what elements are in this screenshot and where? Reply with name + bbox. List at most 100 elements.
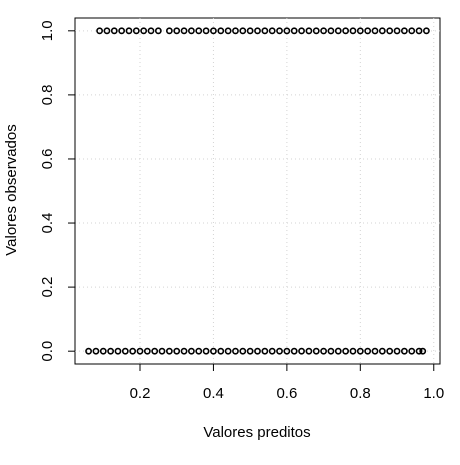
y-tick-label: 0.8 — [39, 84, 56, 105]
data-point — [334, 27, 342, 35]
data-point — [165, 27, 173, 35]
data-point — [349, 347, 357, 355]
data-point — [342, 27, 350, 35]
data-point — [268, 347, 276, 355]
data-point — [246, 347, 254, 355]
data-point — [165, 347, 173, 355]
data-point — [254, 27, 261, 35]
data-point — [312, 347, 320, 355]
data-point — [283, 27, 291, 35]
data-point — [151, 347, 159, 355]
data-point — [239, 27, 247, 35]
data-point — [195, 347, 203, 355]
data-point — [393, 347, 401, 355]
data-point — [202, 27, 210, 35]
data-point — [290, 27, 298, 35]
data-point — [276, 27, 283, 35]
data-point — [320, 27, 327, 35]
data-point — [239, 347, 247, 355]
data-point — [276, 347, 283, 355]
data-point — [136, 347, 144, 355]
data-point — [217, 347, 225, 355]
data-point — [121, 347, 129, 355]
data-point — [419, 347, 427, 355]
data-point — [103, 27, 111, 35]
data-point — [371, 347, 379, 355]
x-tick-label: 0.4 — [203, 385, 224, 402]
data-point — [378, 27, 386, 35]
data-point — [92, 347, 100, 355]
data-point — [107, 347, 115, 355]
data-point — [320, 347, 327, 355]
data-point — [158, 347, 166, 355]
y-tick-label: 0.0 — [39, 341, 56, 362]
data-point — [110, 27, 118, 35]
data-point — [386, 347, 394, 355]
data-point — [312, 27, 320, 35]
y-tick-label: 1.0 — [39, 20, 56, 41]
data-point — [400, 27, 408, 35]
data-point — [195, 27, 203, 35]
y-tick-label: 0.4 — [39, 213, 56, 234]
data-point — [305, 27, 313, 35]
data-point — [364, 347, 372, 355]
data-point — [378, 347, 386, 355]
data-point — [349, 27, 357, 35]
data-point — [364, 27, 372, 35]
data-point — [114, 347, 122, 355]
data-point — [99, 347, 107, 355]
data-point — [140, 27, 148, 35]
data-point — [334, 347, 342, 355]
data-point — [188, 27, 195, 35]
data-point — [180, 27, 188, 35]
data-point — [188, 347, 195, 355]
data-point — [400, 347, 408, 355]
data-point — [356, 27, 364, 35]
x-tick-label: 0.8 — [350, 385, 371, 402]
data-point — [268, 27, 276, 35]
data-point — [408, 27, 416, 35]
data-point — [232, 27, 239, 35]
data-point — [154, 27, 162, 35]
x-tick-label: 0.2 — [130, 385, 151, 402]
data-point — [327, 347, 335, 355]
data-point — [224, 347, 232, 355]
data-point — [143, 347, 151, 355]
data-point — [386, 27, 394, 35]
data-point — [202, 347, 210, 355]
x-tick-label: 1.0 — [423, 385, 444, 402]
data-point — [85, 347, 92, 355]
data-point — [129, 347, 137, 355]
data-point — [290, 347, 298, 355]
data-point — [371, 27, 379, 35]
data-point — [298, 27, 305, 35]
data-point — [261, 347, 269, 355]
plot-frame — [74, 17, 441, 365]
data-point — [125, 27, 133, 35]
data-point — [283, 347, 291, 355]
data-point — [423, 27, 430, 35]
data-point — [147, 27, 155, 35]
data-point — [415, 27, 423, 35]
y-axis-title: Valores observados — [3, 124, 20, 255]
data-point — [173, 347, 181, 355]
data-point — [132, 27, 140, 35]
data-point — [393, 27, 401, 35]
data-point — [298, 347, 305, 355]
data-point — [217, 27, 225, 35]
data-point — [118, 27, 126, 35]
data-point — [180, 347, 188, 355]
data-point — [408, 347, 416, 355]
data-point — [254, 347, 261, 355]
data-point — [224, 27, 232, 35]
data-point — [327, 27, 335, 35]
data-point — [173, 27, 181, 35]
data-point — [415, 347, 423, 355]
x-axis-title: Valores preditos — [203, 424, 310, 441]
data-point — [232, 347, 239, 355]
data-point — [96, 27, 104, 35]
y-tick-label: 0.2 — [39, 277, 56, 298]
data-point — [210, 27, 217, 35]
data-point — [305, 347, 313, 355]
